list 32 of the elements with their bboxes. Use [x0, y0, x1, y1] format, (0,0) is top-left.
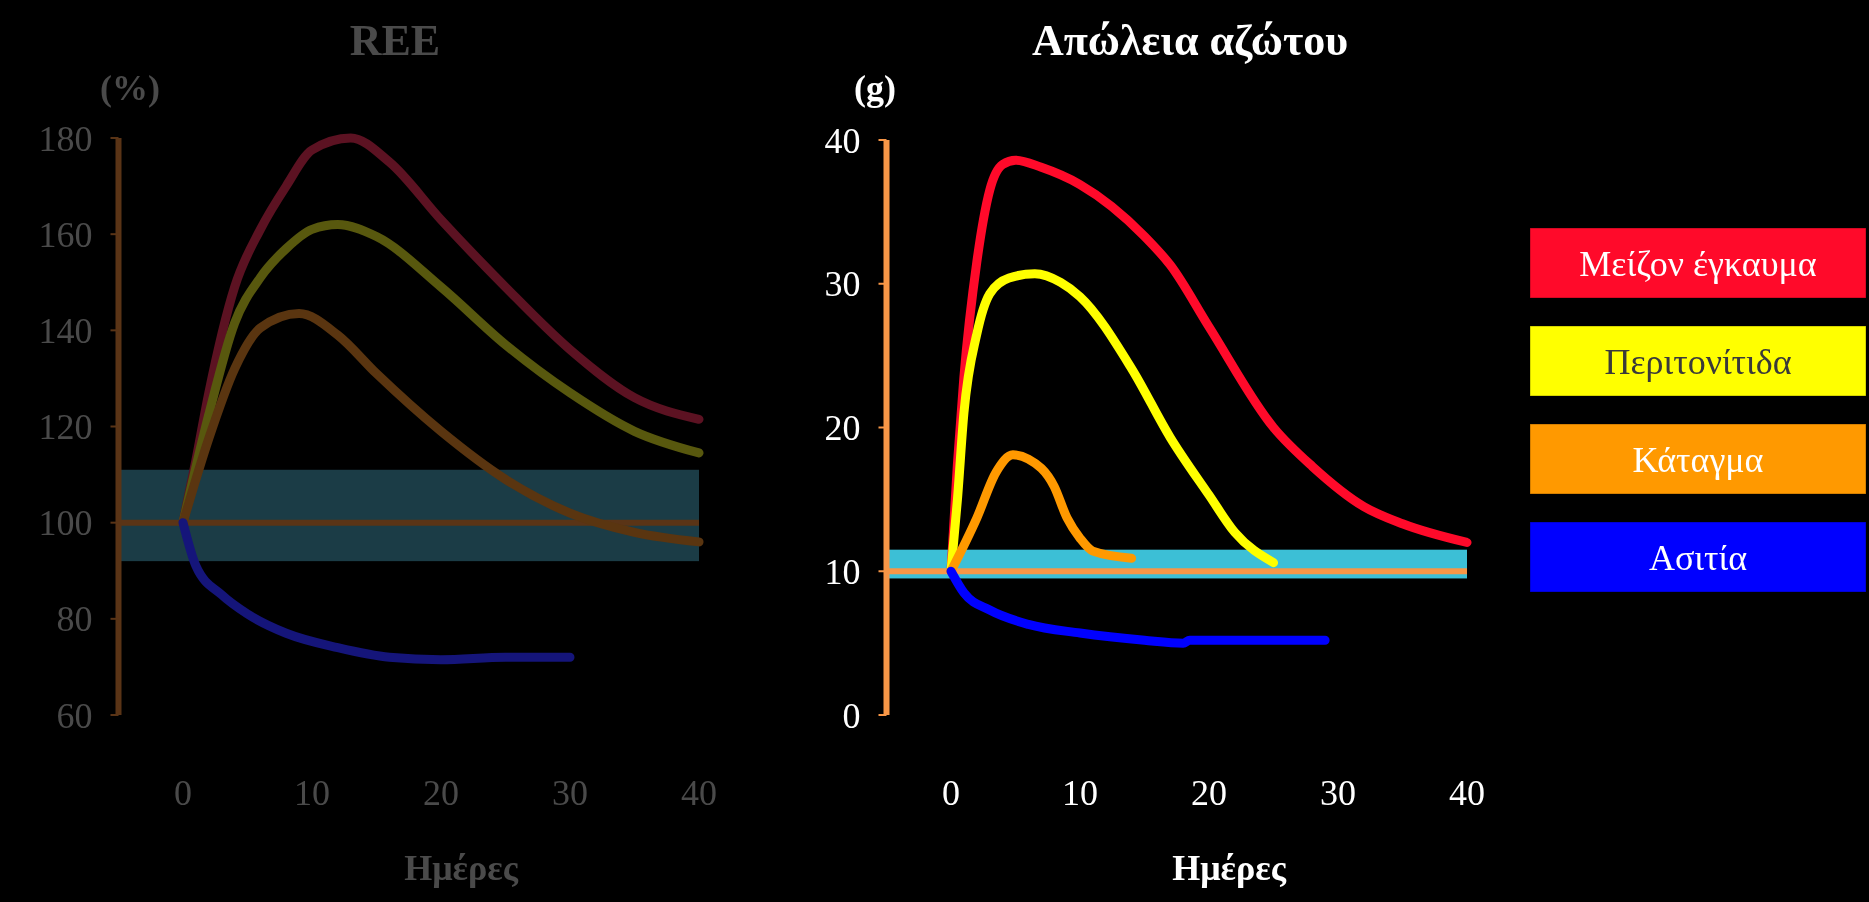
x-tick-label: 0	[174, 773, 192, 813]
text: Περιτονίτιδα	[1604, 341, 1792, 382]
chart-title: REE	[349, 16, 441, 65]
y-tick-label: 40	[824, 120, 861, 161]
x-tick-label: 40	[681, 773, 717, 813]
y-tick-label: 20	[824, 408, 861, 449]
y-tick-label: 80	[56, 599, 93, 640]
x-axis-title: Ημέρες	[1172, 848, 1287, 888]
x-tick-label: 30	[552, 773, 588, 813]
y-tick-label: 30	[824, 264, 861, 305]
y-axis-title: (g)	[854, 68, 896, 108]
y-tick-label: 140	[38, 310, 93, 351]
text: Ασιτία	[1648, 537, 1748, 578]
chart-title: Απώλεια αζώτου	[1031, 16, 1349, 65]
x-tick-label: 0	[942, 773, 960, 813]
y-tick-label: 120	[38, 407, 93, 448]
x-tick-label: 10	[294, 773, 330, 813]
x-tick-label: 20	[423, 773, 459, 813]
y-tick-label: 60	[56, 695, 93, 736]
text: Κάταγμα	[1632, 439, 1764, 480]
y-tick-label: 10	[824, 551, 861, 592]
y-tick-label: 0	[842, 695, 861, 736]
y-axis-title: (%)	[100, 68, 160, 108]
x-tick-label: 10	[1062, 773, 1098, 813]
x-tick-label: 40	[1449, 773, 1485, 813]
x-tick-label: 30	[1320, 773, 1356, 813]
y-tick-label: 160	[38, 214, 93, 255]
x-tick-label: 20	[1191, 773, 1227, 813]
text: Μείζον έγκαυμα	[1579, 243, 1817, 284]
x-axis-title: Ημέρες	[404, 848, 519, 888]
y-tick-label: 100	[38, 503, 93, 544]
y-tick-label: 180	[38, 118, 93, 159]
